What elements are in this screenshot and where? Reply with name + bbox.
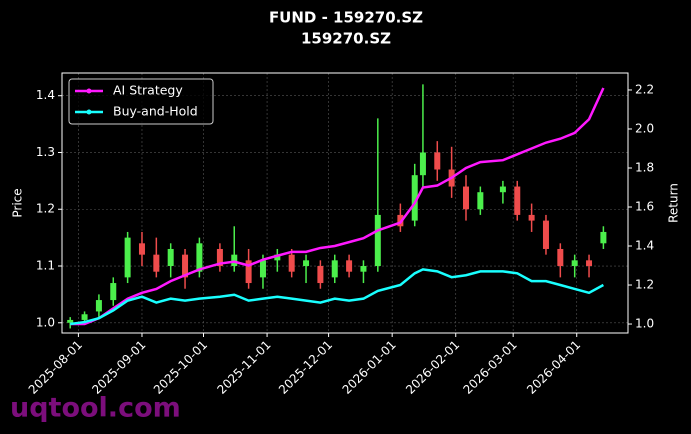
y-tick-label: 1.4	[36, 88, 55, 102]
candle-body	[499, 186, 506, 193]
y-tick-label: 1.0	[36, 315, 55, 329]
candle-body	[477, 192, 484, 210]
candle-body	[434, 152, 441, 170]
y-axis-label: Price	[11, 188, 25, 217]
candle-body	[67, 319, 74, 323]
series-line	[70, 87, 605, 326]
candle-body	[245, 260, 252, 284]
y-tick-label: 1.3	[36, 145, 55, 159]
candle-body	[557, 248, 564, 267]
candle-body	[419, 152, 426, 176]
y2-tick-label: 1.6	[635, 199, 654, 213]
candle-body	[462, 186, 469, 210]
chart-title: FUND - 159270.SZ	[269, 9, 423, 27]
candle-body	[600, 231, 607, 244]
candle-body	[346, 260, 353, 272]
legend-label: Buy-and-Hold	[113, 104, 198, 119]
candle-body	[317, 266, 324, 284]
watermark: uqtool.com	[10, 393, 181, 424]
candle-body	[124, 237, 131, 278]
candle-body	[110, 283, 117, 301]
y2-tick-label: 1.2	[635, 278, 654, 292]
candle-body	[571, 260, 578, 267]
y2-tick-label: 2.2	[635, 82, 654, 96]
candle-body	[259, 260, 266, 278]
candle-body	[528, 214, 535, 221]
series-line	[70, 268, 604, 326]
candle-body	[182, 254, 189, 278]
candle-body	[514, 186, 521, 215]
candle-body	[231, 254, 238, 267]
candle-body	[216, 248, 223, 267]
y2-tick-label: 1.8	[635, 160, 654, 174]
candle-body	[586, 260, 593, 267]
candle-body	[542, 220, 549, 249]
candle-body	[81, 314, 88, 320]
y2-tick-label: 1.0	[635, 317, 654, 331]
candle-body	[138, 243, 145, 255]
candle-body	[95, 300, 102, 312]
legend-marker	[86, 88, 92, 94]
candle-body	[303, 260, 310, 267]
candle-body	[196, 243, 203, 272]
legend-label: AI Strategy	[113, 83, 183, 98]
y-tick-label: 1.2	[36, 202, 55, 216]
y2-tick-label: 1.4	[635, 239, 654, 253]
candle-body	[167, 248, 174, 267]
legend: AI Strategy Buy-and-Hold	[68, 78, 214, 125]
legend-marker	[86, 109, 92, 115]
legend-box	[68, 78, 214, 125]
chart-subtitle: 159270.SZ	[301, 30, 391, 48]
candle-body	[274, 254, 281, 261]
candle-body	[360, 266, 367, 272]
candle-body	[374, 214, 381, 267]
candle-body	[288, 254, 295, 272]
y2-tick-label: 2.0	[635, 121, 654, 135]
plot-frame	[61, 72, 629, 334]
candle-body	[331, 260, 338, 278]
candle-body	[153, 254, 160, 272]
y2-axis-label: Return	[667, 183, 681, 223]
candle-body	[411, 175, 418, 221]
y-tick-label: 1.1	[36, 259, 55, 273]
